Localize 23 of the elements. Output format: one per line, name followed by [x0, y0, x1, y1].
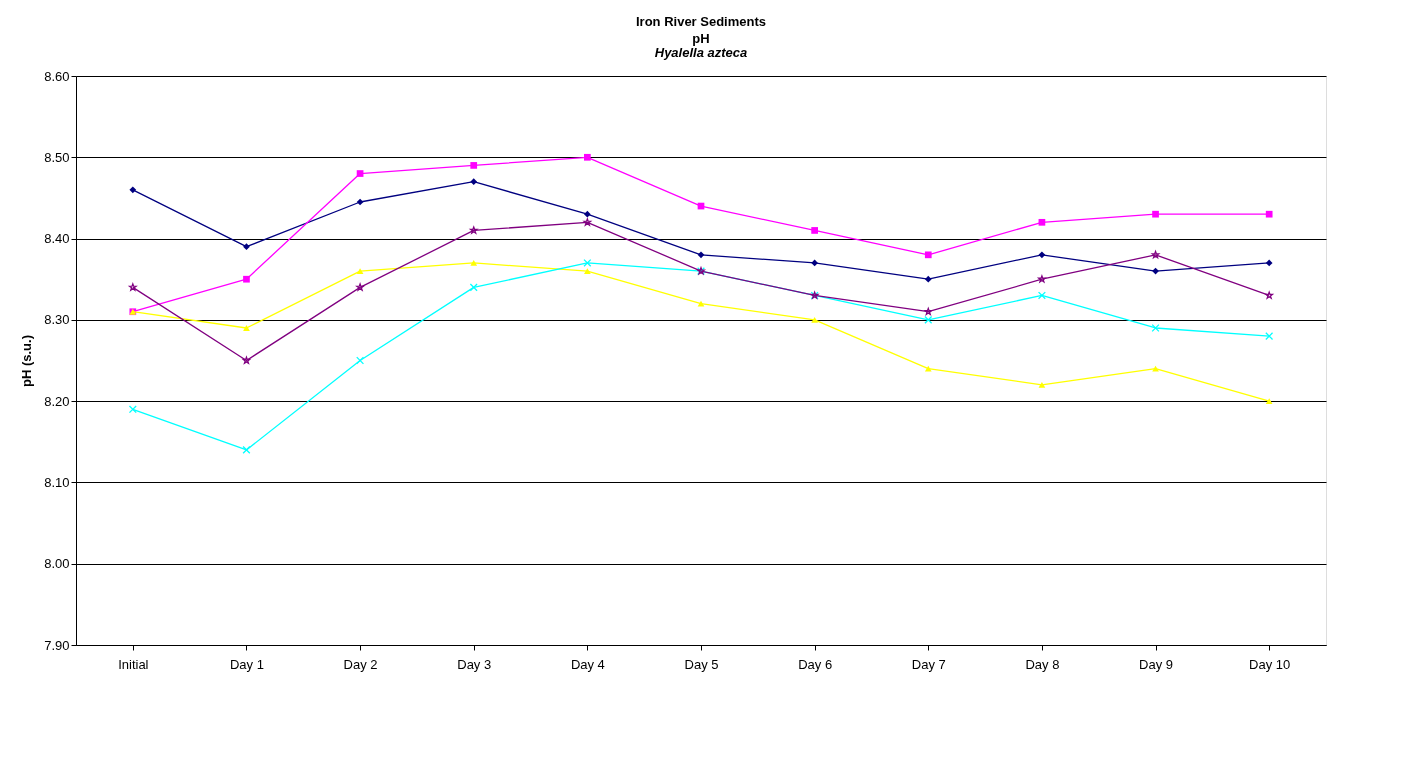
x-tick-label: Day 10: [1249, 656, 1291, 672]
y-tick-label: 7.90: [44, 637, 70, 653]
x-tick-label: Day 3: [457, 656, 492, 672]
y-axis-title: pH (s.u.): [19, 335, 35, 387]
y-tick-label: 8.40: [44, 231, 70, 247]
y-tick-label: 8.60: [44, 68, 70, 84]
y-tick-label: 8.10: [44, 474, 70, 490]
y-tick-label: 8.20: [44, 393, 70, 409]
x-tick-label: Day 5: [684, 656, 719, 672]
text: Hyalella azteca: [654, 45, 748, 60]
x-tick-label: Day 2: [343, 656, 378, 672]
chart-title: Iron River Sediments: [635, 14, 767, 29]
x-tick-label: Day 4: [570, 656, 605, 672]
x-tick-label: Day 8: [1025, 656, 1060, 672]
x-tick-label: Day 1: [229, 656, 264, 672]
x-tick-label: Day 9: [1139, 656, 1174, 672]
y-tick-label: 8.00: [44, 556, 70, 572]
chart-subtitle: pH: [692, 31, 710, 46]
y-tick-label: 8.50: [44, 149, 70, 165]
x-tick-label: Day 6: [798, 656, 833, 672]
x-tick-label: Day 7: [911, 656, 946, 672]
y-tick-label: 8.30: [44, 312, 70, 328]
x-tick-label: Initial: [118, 656, 149, 672]
